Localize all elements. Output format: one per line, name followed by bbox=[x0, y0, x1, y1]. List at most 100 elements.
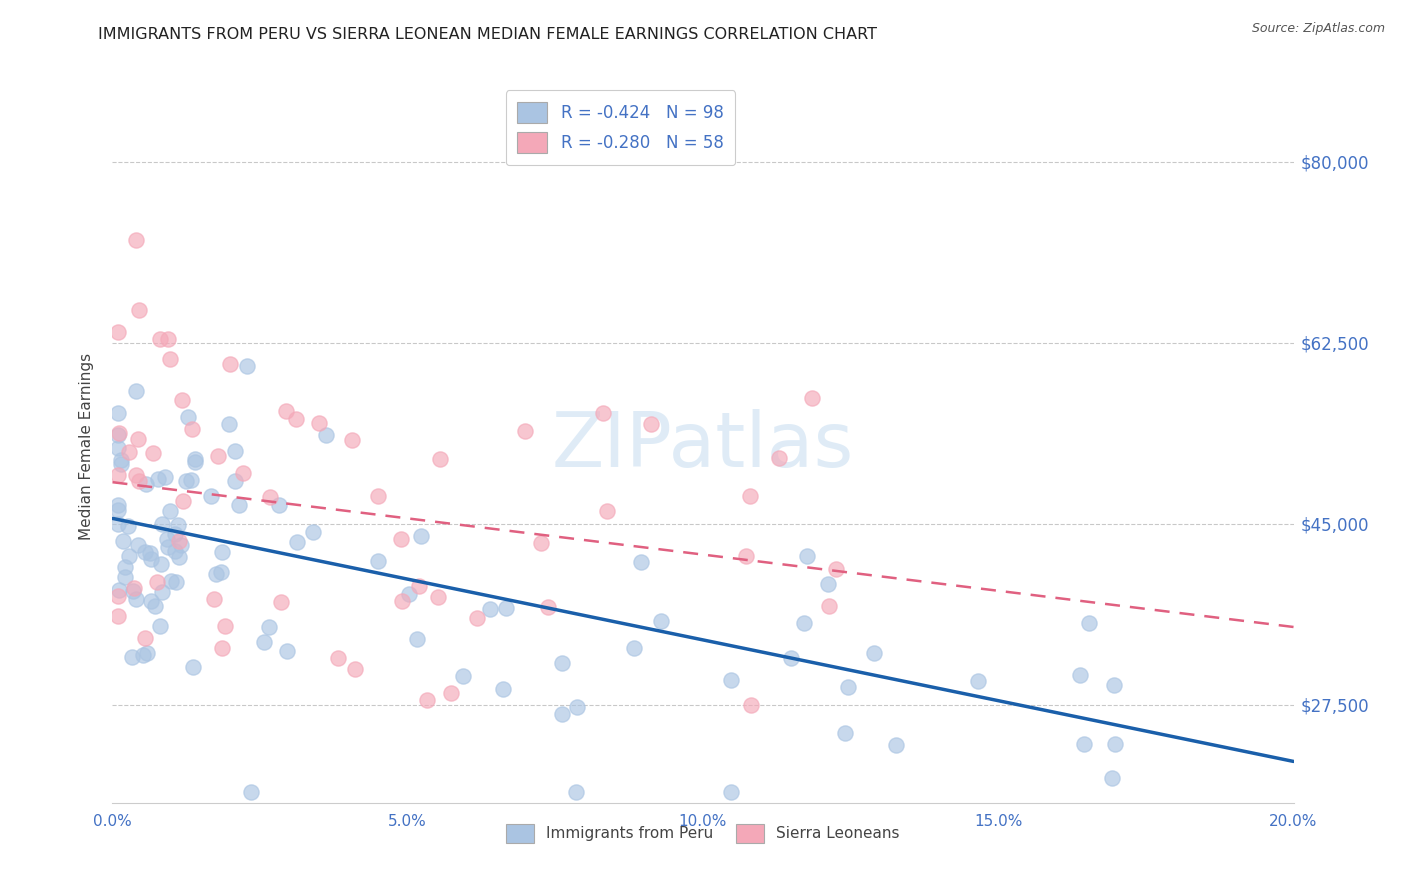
Point bbox=[205, 567, 228, 582]
Point bbox=[127, 432, 149, 446]
Point bbox=[177, 409, 200, 424]
Point bbox=[623, 641, 645, 656]
Text: IMMIGRANTS FROM PERU VS SIERRA LEONEAN MEDIAN FEMALE EARNINGS CORRELATION CHART: IMMIGRANTS FROM PERU VS SIERRA LEONEAN M… bbox=[98, 27, 877, 42]
Point bbox=[720, 673, 742, 687]
Point bbox=[270, 595, 292, 609]
Point bbox=[551, 656, 574, 670]
Point bbox=[257, 620, 280, 634]
Point bbox=[108, 425, 131, 440]
Point bbox=[817, 577, 839, 591]
Point bbox=[740, 490, 762, 504]
Point bbox=[124, 582, 146, 596]
Point bbox=[114, 570, 136, 584]
Point bbox=[734, 549, 756, 564]
Point bbox=[406, 632, 429, 647]
Point bbox=[132, 648, 155, 662]
Legend: Immigrants from Peru, Sierra Leoneans: Immigrants from Peru, Sierra Leoneans bbox=[501, 818, 905, 848]
Point bbox=[150, 517, 173, 532]
Point bbox=[107, 467, 129, 482]
Point bbox=[465, 610, 488, 624]
Point bbox=[224, 443, 246, 458]
Point bbox=[125, 467, 148, 482]
Point bbox=[134, 632, 156, 646]
Point bbox=[232, 466, 254, 480]
Point bbox=[157, 332, 180, 346]
Point bbox=[513, 424, 536, 438]
Point bbox=[228, 498, 250, 512]
Point bbox=[740, 698, 762, 712]
Point bbox=[595, 504, 617, 518]
Point bbox=[779, 650, 801, 665]
Point bbox=[153, 470, 176, 484]
Point bbox=[409, 529, 432, 543]
Point bbox=[139, 552, 162, 566]
Point bbox=[145, 574, 167, 589]
Point bbox=[159, 504, 181, 518]
Point bbox=[110, 453, 132, 467]
Point bbox=[429, 452, 451, 467]
Point bbox=[165, 575, 187, 590]
Point bbox=[134, 545, 156, 559]
Point bbox=[1101, 771, 1123, 785]
Point bbox=[167, 550, 190, 565]
Point bbox=[239, 785, 262, 799]
Point bbox=[107, 406, 129, 420]
Point bbox=[107, 516, 129, 531]
Point bbox=[218, 417, 240, 431]
Point bbox=[592, 406, 614, 420]
Point bbox=[259, 490, 281, 504]
Point bbox=[630, 555, 652, 569]
Point bbox=[124, 233, 146, 247]
Point bbox=[181, 660, 204, 674]
Point bbox=[149, 332, 172, 346]
Point bbox=[224, 474, 246, 488]
Point bbox=[159, 351, 181, 366]
Point bbox=[834, 725, 856, 739]
Point bbox=[285, 534, 308, 549]
Point bbox=[207, 449, 229, 463]
Point bbox=[1078, 615, 1101, 630]
Point bbox=[183, 452, 205, 467]
Point bbox=[135, 476, 157, 491]
Point bbox=[302, 524, 325, 539]
Point bbox=[967, 674, 990, 689]
Point bbox=[174, 474, 197, 488]
Point bbox=[236, 359, 259, 374]
Point bbox=[211, 545, 233, 559]
Point bbox=[180, 473, 202, 487]
Point bbox=[112, 534, 135, 549]
Point bbox=[565, 785, 588, 799]
Point bbox=[200, 489, 222, 503]
Point bbox=[367, 489, 389, 503]
Point bbox=[209, 565, 232, 579]
Point bbox=[650, 614, 672, 628]
Point bbox=[451, 669, 474, 683]
Point bbox=[124, 591, 146, 606]
Point bbox=[367, 554, 389, 568]
Point bbox=[824, 562, 846, 576]
Point bbox=[416, 693, 439, 707]
Point bbox=[167, 518, 190, 533]
Point bbox=[183, 455, 205, 469]
Point bbox=[107, 589, 129, 603]
Point bbox=[551, 706, 574, 721]
Point bbox=[148, 472, 170, 486]
Point bbox=[135, 647, 157, 661]
Point bbox=[165, 527, 187, 541]
Point bbox=[211, 640, 233, 655]
Point bbox=[537, 599, 560, 614]
Point bbox=[863, 646, 886, 660]
Point bbox=[391, 533, 413, 547]
Point bbox=[169, 533, 191, 548]
Point bbox=[128, 474, 150, 488]
Point bbox=[114, 559, 136, 574]
Point bbox=[149, 619, 172, 633]
Point bbox=[181, 421, 204, 435]
Point bbox=[125, 384, 148, 398]
Point bbox=[142, 446, 165, 460]
Point bbox=[818, 599, 841, 614]
Point bbox=[107, 441, 129, 455]
Point bbox=[1104, 737, 1126, 751]
Point bbox=[315, 427, 337, 442]
Point bbox=[122, 584, 145, 599]
